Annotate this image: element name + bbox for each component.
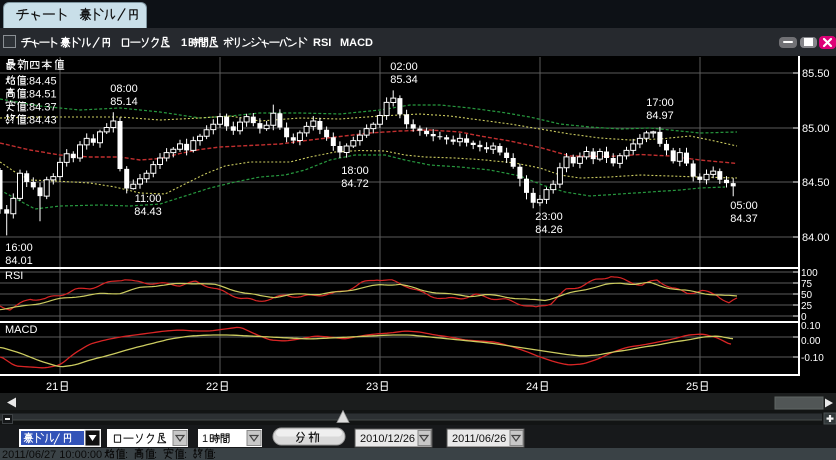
- svg-text:22: 22: [206, 381, 218, 393]
- svg-text:84.72: 84.72: [341, 178, 369, 190]
- svg-text:50: 50: [801, 290, 813, 301]
- svg-text::84.45: :84.45: [26, 76, 57, 88]
- svg-text:84.00: 84.00: [802, 232, 830, 244]
- svg-text::: :: [184, 449, 187, 460]
- svg-text:MACD: MACD: [340, 37, 373, 49]
- svg-text:85.14: 85.14: [110, 96, 138, 108]
- svg-text:85.34: 85.34: [390, 74, 418, 86]
- svg-text:05:00: 05:00: [730, 200, 758, 212]
- svg-text:100: 100: [801, 268, 818, 279]
- svg-text:84.43: 84.43: [134, 206, 162, 218]
- svg-text::: :: [213, 449, 216, 460]
- svg-text:25: 25: [801, 301, 813, 312]
- svg-text:16:00: 16:00: [5, 242, 33, 254]
- svg-text:-0.10: -0.10: [801, 353, 824, 364]
- svg-text:0.00: 0.00: [801, 336, 821, 347]
- svg-text:21: 21: [46, 381, 58, 393]
- svg-text:0: 0: [801, 312, 807, 323]
- svg-text:1: 1: [181, 37, 187, 49]
- svg-text:85.00: 85.00: [802, 123, 830, 135]
- svg-text:RSI: RSI: [313, 37, 331, 49]
- svg-text:84.26: 84.26: [535, 224, 563, 236]
- svg-text:02:00: 02:00: [390, 61, 418, 73]
- svg-text:2011/06/26: 2011/06/26: [452, 433, 506, 445]
- svg-text:84.50: 84.50: [802, 177, 830, 189]
- svg-text:84.37: 84.37: [730, 213, 758, 225]
- svg-text:75: 75: [801, 279, 813, 290]
- svg-text:0.10: 0.10: [801, 321, 821, 332]
- svg-text:11:00: 11:00: [135, 193, 162, 205]
- svg-text::: :: [154, 449, 157, 460]
- svg-text:84.97: 84.97: [646, 110, 674, 122]
- svg-text:24: 24: [526, 381, 538, 393]
- svg-text:2010/12/26: 2010/12/26: [360, 433, 415, 445]
- svg-text:18:00: 18:00: [341, 165, 369, 177]
- svg-text:17:00: 17:00: [646, 97, 674, 109]
- svg-text:25: 25: [686, 381, 698, 393]
- svg-text::84.37: :84.37: [26, 102, 57, 114]
- svg-text:23: 23: [366, 381, 378, 393]
- svg-text:RSI: RSI: [5, 270, 23, 282]
- svg-text::: :: [125, 449, 128, 460]
- svg-text:2011/06/27 10:00:00: 2011/06/27 10:00:00: [2, 449, 102, 460]
- svg-text:1: 1: [202, 433, 208, 445]
- svg-text:23:00: 23:00: [535, 211, 563, 223]
- svg-text:MACD: MACD: [5, 324, 37, 336]
- svg-text::84.51: :84.51: [26, 89, 57, 101]
- svg-text::84.43: :84.43: [26, 115, 57, 127]
- svg-text:08:00: 08:00: [110, 83, 138, 95]
- svg-text:85.50: 85.50: [802, 68, 830, 80]
- svg-text:84.01: 84.01: [5, 255, 33, 267]
